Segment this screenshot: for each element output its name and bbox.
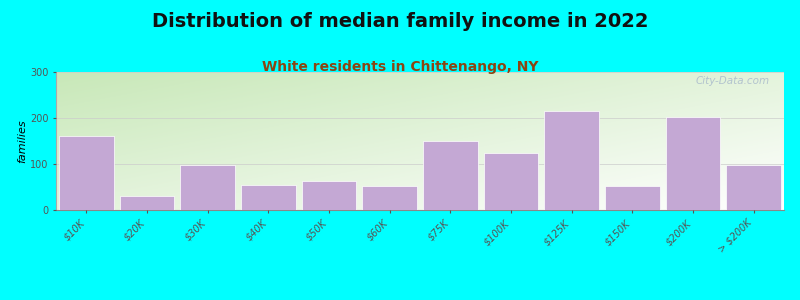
Bar <box>484 152 538 210</box>
Bar <box>362 186 417 210</box>
Bar <box>666 117 720 210</box>
Bar <box>423 141 478 210</box>
Text: City-Data.com: City-Data.com <box>695 76 770 86</box>
Bar <box>544 111 599 210</box>
Bar <box>241 185 296 210</box>
Bar <box>59 136 114 210</box>
Bar <box>605 186 660 210</box>
Bar <box>180 165 235 210</box>
Bar <box>302 182 356 210</box>
Bar <box>120 196 174 210</box>
Text: Distribution of median family income in 2022: Distribution of median family income in … <box>152 12 648 31</box>
Y-axis label: families: families <box>17 119 27 163</box>
Text: White residents in Chittenango, NY: White residents in Chittenango, NY <box>262 60 538 74</box>
Bar <box>726 165 781 210</box>
